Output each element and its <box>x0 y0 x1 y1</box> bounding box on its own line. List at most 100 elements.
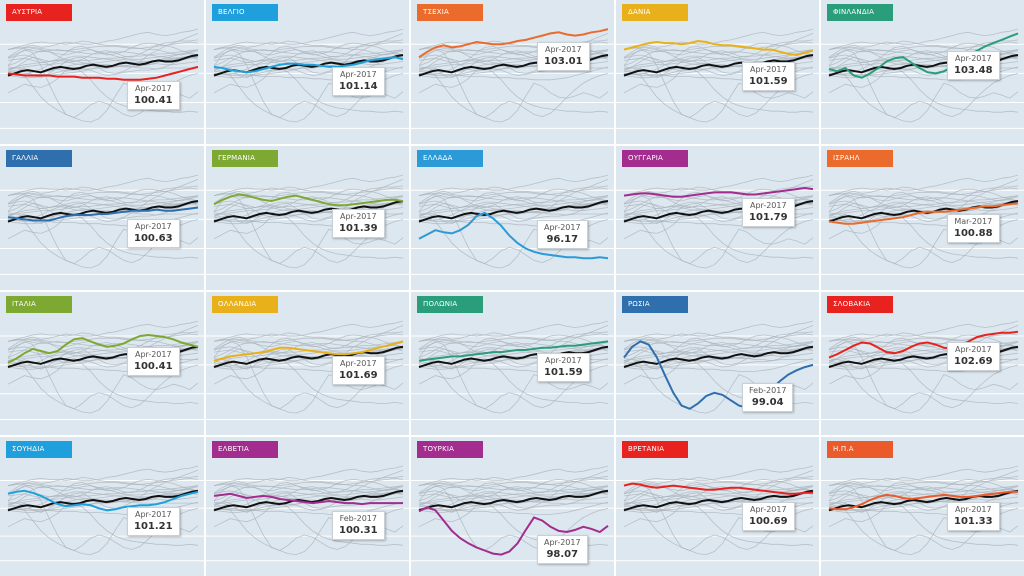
context-series-line <box>418 195 609 216</box>
context-series-line <box>7 332 199 348</box>
tooltip-date: Apr-2017 <box>135 350 172 359</box>
context-series-line <box>7 188 199 218</box>
panel-8: ΟΥΓΓΑΡΙΑ Apr-2017 101.79 <box>616 146 819 290</box>
context-series-line <box>623 46 813 59</box>
context-series-line <box>418 187 609 198</box>
reference-series-line <box>418 200 609 223</box>
tooltip-value: 101.79 <box>749 212 788 223</box>
tooltip-value: 100.41 <box>134 361 173 372</box>
context-series-line <box>213 320 404 350</box>
context-series-line <box>7 194 199 206</box>
value-tooltip: Feb-2017 100.31 <box>332 511 385 540</box>
context-series-line <box>418 338 608 351</box>
tooltip-value: 100.63 <box>134 233 173 244</box>
context-series-line <box>7 483 198 495</box>
context-series-line <box>213 347 403 367</box>
tooltip-date: Apr-2017 <box>955 54 992 63</box>
reference-series-line <box>623 489 814 512</box>
context-series-line <box>213 212 404 259</box>
reference-series-line <box>213 345 404 369</box>
tooltip-value: 101.33 <box>954 516 993 527</box>
panel-19: Η.Π.Α Apr-2017 101.33 <box>821 437 1024 576</box>
context-series-line <box>7 363 199 414</box>
context-series-line <box>418 465 609 494</box>
context-series-line <box>213 478 404 507</box>
country-series-line <box>418 506 609 556</box>
country-badge: ΠΟΛΩΝΙΑ <box>417 296 483 313</box>
context-series-line <box>213 48 404 60</box>
panel-plot <box>411 28 614 129</box>
value-tooltip: Apr-2017 103.01 <box>537 42 590 71</box>
country-badge: ΕΛΛΑΔΑ <box>417 150 483 167</box>
context-series-line <box>623 476 814 492</box>
tooltip-value: 101.59 <box>749 76 788 87</box>
context-series-line <box>828 476 1019 492</box>
context-series-line <box>623 334 814 364</box>
context-series-line <box>828 477 1019 487</box>
country-badge: Η.Π.Α <box>827 441 893 458</box>
context-series-line <box>7 57 198 70</box>
tooltip-value: 103.01 <box>544 56 583 67</box>
context-series-line <box>418 71 609 123</box>
context-series-line <box>213 358 404 404</box>
reference-series-line <box>418 489 609 512</box>
context-series-line <box>213 332 404 348</box>
context-series-line <box>7 49 199 70</box>
context-series-line <box>828 201 1018 221</box>
panel-plot <box>0 28 204 129</box>
context-series-line <box>828 49 1019 119</box>
context-series-line <box>828 188 1019 218</box>
context-series-line <box>7 212 199 259</box>
context-series-line <box>828 358 1019 404</box>
country-series-line <box>828 32 1019 79</box>
context-series-line <box>623 491 813 510</box>
panel-plot <box>206 174 409 275</box>
value-tooltip: Apr-2017 100.41 <box>127 81 180 110</box>
panel-plot <box>0 174 204 275</box>
context-series-line <box>418 200 609 222</box>
context-series-line <box>213 501 404 515</box>
context-series-line <box>418 188 609 218</box>
value-tooltip: Apr-2017 102.69 <box>947 342 1000 371</box>
reference-series-line <box>213 200 404 223</box>
context-series-line <box>623 217 814 269</box>
context-series-line <box>623 490 814 511</box>
context-series-line <box>7 341 199 362</box>
country-badge: ΓΑΛΛΙΑ <box>6 150 72 167</box>
country-badge: ΣΟΥΗΔΙΑ <box>6 441 72 458</box>
context-series-line <box>213 195 404 216</box>
value-tooltip: Apr-2017 100.41 <box>127 347 180 376</box>
context-series-line <box>828 186 1019 202</box>
value-tooltip: Apr-2017 101.59 <box>742 62 795 91</box>
context-series-line <box>213 201 403 221</box>
context-series-line <box>213 174 404 204</box>
context-series-line <box>828 334 1019 364</box>
context-series-line <box>213 41 404 52</box>
context-series-line <box>7 484 199 496</box>
panel-18: ΒΡΕΤΑΝΙΑ Apr-2017 100.69 <box>616 437 819 576</box>
context-series-line <box>7 200 199 222</box>
panel-1: ΒΕΛΓΙΟ Apr-2017 101.14 <box>206 0 409 144</box>
context-series-line <box>418 484 609 496</box>
country-series-line <box>7 333 199 364</box>
context-series-line <box>213 501 404 546</box>
context-series-line <box>828 207 1019 221</box>
country-series-line <box>213 492 403 506</box>
tooltip-value: 96.17 <box>546 234 579 245</box>
tooltip-value: 100.69 <box>749 516 788 527</box>
panel-14: ΣΛΟΒΑΚΙΑ Apr-2017 102.69 <box>821 292 1024 435</box>
panel-plot <box>616 28 819 129</box>
context-series-line <box>418 207 609 221</box>
country-series-line <box>623 482 813 495</box>
context-series-line <box>828 363 1019 414</box>
tooltip-date: Apr-2017 <box>340 212 377 221</box>
context-series-line <box>623 41 814 52</box>
context-series-line <box>418 490 609 511</box>
context-series-line <box>623 28 814 58</box>
value-tooltip: Apr-2017 101.39 <box>332 209 385 238</box>
context-series-line <box>418 478 609 507</box>
context-series-line <box>7 174 199 204</box>
country-badge: ΒΡΕΤΑΝΙΑ <box>622 441 688 458</box>
country-series-line <box>828 490 1018 511</box>
